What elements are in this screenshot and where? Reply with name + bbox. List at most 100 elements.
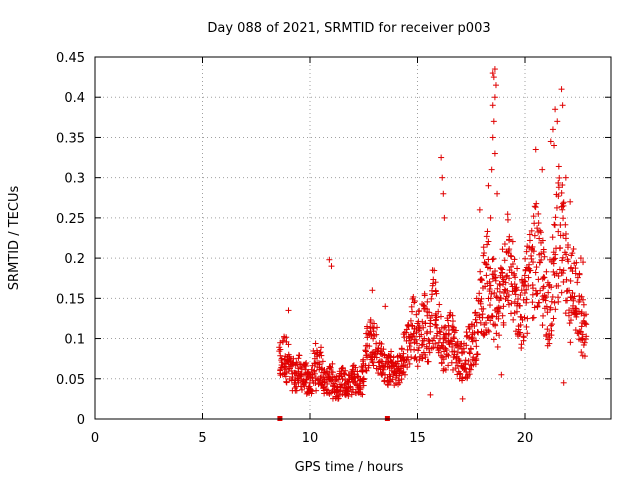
data-point <box>508 253 515 260</box>
data-point <box>494 343 501 350</box>
data-point <box>571 293 578 300</box>
data-point <box>476 290 483 297</box>
data-point <box>425 358 432 365</box>
data-point <box>543 268 550 275</box>
data-point <box>572 327 579 334</box>
data-point <box>484 314 491 321</box>
data-point <box>396 379 403 386</box>
data-point <box>568 264 575 271</box>
data-point <box>530 314 537 321</box>
data-point <box>452 327 459 334</box>
data-point <box>466 371 473 378</box>
data-point <box>504 211 511 218</box>
data-point <box>552 306 559 313</box>
data-point <box>581 353 588 360</box>
data-point <box>478 328 485 335</box>
data-points <box>276 66 590 421</box>
data-point <box>349 366 356 373</box>
data-point <box>496 305 503 312</box>
data-point <box>535 210 542 217</box>
data-point <box>354 368 361 375</box>
data-point <box>427 328 434 335</box>
data-point <box>579 331 586 338</box>
data-point <box>426 349 433 356</box>
data-point <box>500 321 507 328</box>
data-point <box>524 330 531 337</box>
data-point <box>328 263 335 270</box>
data-point <box>451 335 458 342</box>
data-point <box>552 214 559 221</box>
data-point <box>563 276 570 283</box>
y-axis-label: SRMTID / TECUs <box>7 186 22 291</box>
y-tick-label: 0.3 <box>64 172 85 187</box>
data-point <box>510 316 517 323</box>
data-point <box>555 228 562 235</box>
data-point <box>545 289 552 296</box>
data-point <box>450 324 457 331</box>
data-point <box>559 182 566 189</box>
data-point <box>368 356 375 363</box>
data-point <box>558 86 565 93</box>
data-point <box>548 327 555 334</box>
data-point <box>428 345 435 352</box>
data-point <box>487 295 494 302</box>
data-point <box>535 220 542 227</box>
data-point <box>536 235 543 242</box>
x-tick-label: 20 <box>517 431 534 446</box>
chart-title: Day 088 of 2021, SRMTID for receiver p00… <box>207 21 490 36</box>
data-point <box>536 259 543 266</box>
data-point <box>544 326 551 333</box>
data-point <box>491 289 498 296</box>
data-point <box>529 315 536 322</box>
data-point <box>424 298 431 305</box>
data-point <box>421 292 428 299</box>
data-point <box>529 281 536 288</box>
data-point <box>529 291 536 298</box>
data-point <box>440 190 447 197</box>
data-point <box>429 291 436 298</box>
data-point <box>539 322 546 329</box>
data-point <box>545 336 552 343</box>
data-point <box>438 352 445 359</box>
data-point <box>555 163 562 170</box>
data-point <box>499 312 506 319</box>
data-point <box>437 313 444 320</box>
data-point <box>351 371 358 378</box>
data-point <box>551 299 558 306</box>
data-point <box>279 337 286 344</box>
data-point <box>438 154 445 161</box>
data-point <box>498 371 505 378</box>
data-point <box>492 268 499 275</box>
data-point <box>324 380 331 387</box>
data-point <box>319 358 326 365</box>
data-point <box>298 386 305 393</box>
data-point <box>480 244 487 251</box>
data-point <box>512 285 519 292</box>
data-point <box>493 293 500 300</box>
data-point <box>480 252 487 259</box>
data-point <box>352 364 359 371</box>
data-point <box>491 321 498 328</box>
data-point <box>548 284 555 291</box>
data-point <box>513 286 520 293</box>
data-point <box>526 231 533 238</box>
data-point <box>560 278 567 285</box>
data-point <box>366 343 373 350</box>
data-point <box>286 365 293 372</box>
data-point <box>540 249 547 256</box>
data-point <box>495 304 502 311</box>
data-point <box>491 150 498 157</box>
data-point <box>487 282 494 289</box>
data-point <box>541 253 548 260</box>
data-point <box>438 343 445 350</box>
data-point <box>414 363 421 370</box>
data-point <box>283 369 290 376</box>
data-point <box>551 222 558 229</box>
data-point <box>317 349 324 356</box>
data-point <box>445 362 452 369</box>
data-point <box>389 363 396 370</box>
data-point <box>511 272 518 279</box>
data-point <box>501 241 508 248</box>
data-point <box>520 296 527 303</box>
data-point <box>523 248 530 255</box>
